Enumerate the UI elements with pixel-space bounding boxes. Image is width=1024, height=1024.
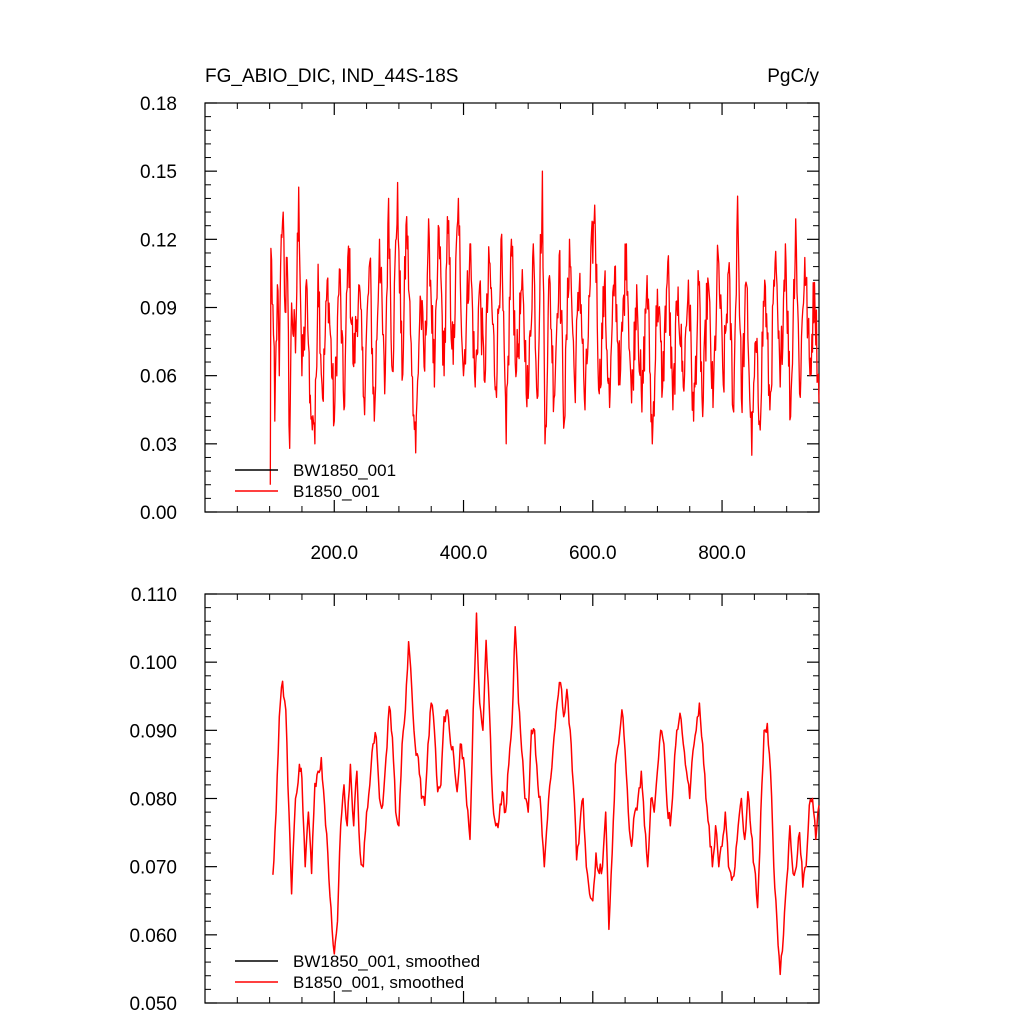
bottom-y-axis: 0.050 0.060 0.070 0.080 0.090 0.100 0.110 — [129, 585, 819, 1015]
bottom-series-b1850-smoothed-line — [272, 612, 820, 976]
bottom-y-tick-label: 0.060 — [129, 926, 177, 947]
top-y-tick-label: 0.03 — [140, 435, 177, 456]
top-legend: BW1850_001 B1850_001 — [235, 461, 396, 501]
bottom-y-tick-label: 0.070 — [129, 858, 177, 879]
bottom-y-tick-label: 0.080 — [129, 790, 177, 811]
top-y-axis: 0.00 0.03 0.06 0.09 0.12 0.15 0.18 — [140, 94, 819, 524]
bottom-plot-frame — [204, 593, 820, 1004]
top-x-axis: 200.0 400.0 600.0 800.0 — [236, 103, 788, 564]
bottom-x-axis — [236, 594, 788, 1003]
top-y-tick-label: 0.18 — [140, 94, 177, 115]
bottom-y-tick-label: 0.100 — [129, 653, 177, 674]
bottom-legend: BW1850_001, smoothed B1850_001, smoothed — [235, 952, 480, 992]
bottom-y-tick-label: 0.050 — [129, 994, 177, 1015]
top-y-tick-label: 0.09 — [140, 299, 177, 320]
top-x-tick-label: 600.0 — [569, 543, 617, 564]
top-x-tick-label: 400.0 — [440, 543, 488, 564]
top-y-tick-label: 0.15 — [140, 162, 177, 183]
top-x-tick-label: 200.0 — [310, 543, 358, 564]
top-legend-label-b1850: B1850_001 — [293, 482, 380, 501]
top-legend-label-bw1850: BW1850_001 — [293, 461, 396, 480]
bottom-panel: 0.050 0.060 0.070 0.080 0.090 0.100 0.110 BW18… — [129, 585, 820, 1015]
top-series-b1850-line — [269, 170, 820, 485]
top-y-tick-label: 0.06 — [140, 367, 177, 388]
top-y-tick-label: 0.12 — [140, 230, 177, 251]
top-units-label: PgC/y — [767, 66, 819, 87]
top-panel: FG_ABIO_DIC, IND_44S-18S PgC/y 0.000.030… — [140, 66, 820, 564]
top-y-tick-label: 0.00 — [140, 503, 177, 524]
bottom-y-tick-label: 0.090 — [129, 721, 177, 742]
bottom-y-tick-label: 0.110 — [131, 585, 177, 606]
top-chart-title: FG_ABIO_DIC, IND_44S-18S — [205, 66, 458, 87]
top-x-tick-label: 800.0 — [698, 543, 746, 564]
bottom-legend-label-b1850: B1850_001, smoothed — [293, 973, 464, 992]
bottom-legend-label-bw1850: BW1850_001, smoothed — [293, 952, 480, 971]
